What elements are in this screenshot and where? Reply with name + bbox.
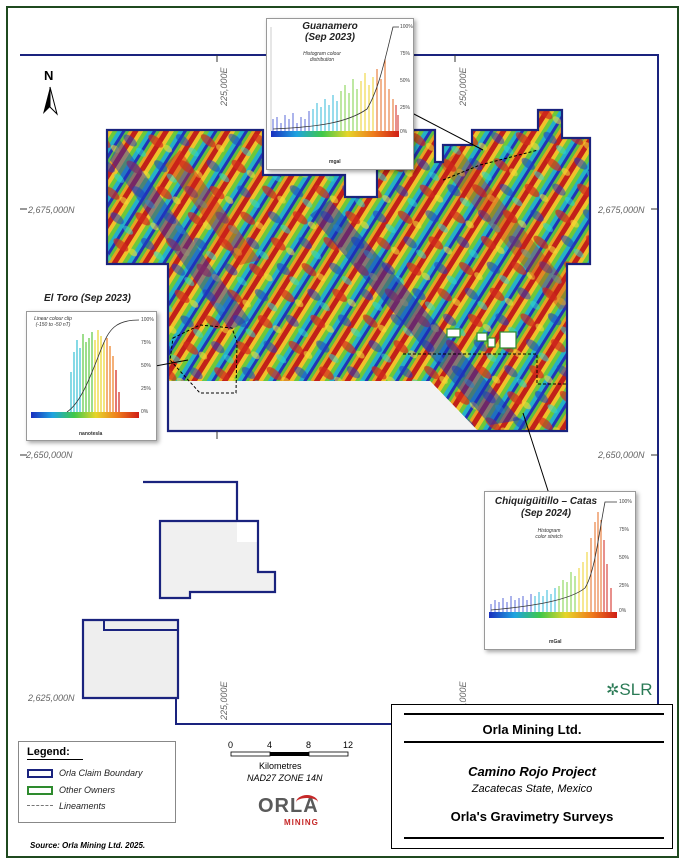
legend-title: Legend:: [27, 746, 70, 758]
legend-divider: [27, 759, 83, 760]
legend: Legend: Orla Claim Boundary Other Owners…: [18, 741, 176, 823]
pct-label: 100%: [619, 499, 632, 505]
pct-label: 75%: [141, 340, 152, 346]
northing-label: 2,650,000N: [598, 450, 645, 460]
pct-label: 0%: [400, 129, 408, 135]
scale-bar-graphic: [230, 751, 349, 757]
hillshade-area-main: [168, 381, 478, 431]
inset-subtitle: (Sep 2023): [304, 32, 356, 43]
legend-item-lineaments: Lineaments: [59, 801, 106, 811]
scale-tick: 12: [343, 740, 354, 750]
easting-label: 250,000E: [458, 67, 468, 106]
title-block-rule: [404, 837, 664, 839]
inset-note: Linear colour clip (-150 to -50 nT): [34, 316, 72, 328]
northing-label: 2,625,000N: [28, 693, 75, 703]
inset-chiqui: Chiquigüitillo – Catas (Sep 2024) Histog…: [484, 491, 636, 650]
pct-label: 25%: [400, 105, 411, 111]
other-owner-parcel: [499, 331, 517, 349]
pct-label: 75%: [400, 51, 411, 57]
unit-label: mGal: [549, 639, 562, 645]
scale-datum: NAD27 ZONE 14N: [247, 773, 323, 783]
figure-frame: [6, 6, 679, 858]
scale-bar: 0 4 8 12 Kilometres NAD27 ZONE 14N: [228, 740, 359, 800]
inset-eltoro-title: El Toro (Sep 2023): [44, 293, 131, 304]
pct-label: 50%: [619, 555, 630, 561]
hillshade-area-south-2: [83, 620, 178, 698]
hillshade-area-south-1: [160, 521, 275, 598]
scale-tick: 4: [267, 740, 273, 750]
grid-ticks: [20, 55, 658, 456]
inset-title: Guanamero: [302, 21, 358, 32]
slr-icon: ✲: [606, 682, 620, 699]
histogram-chart: [489, 501, 617, 618]
unit-label: mgal: [329, 159, 341, 165]
legend-item-claim: Orla Claim Boundary: [59, 768, 143, 778]
easting-label: 225,000E: [219, 681, 229, 720]
orla-claim-boundary-southwest: [81, 618, 180, 700]
unit-label: nanotesla: [79, 431, 103, 437]
survey-outline-chiqui: [403, 353, 567, 385]
leader-line-guanamero: [411, 112, 484, 151]
inset-note: Histogram color stretch: [535, 528, 563, 540]
orla-mining-logo: ORLA MINING: [258, 793, 330, 833]
pct-label: 50%: [400, 78, 411, 84]
pct-label: 25%: [619, 583, 630, 589]
slr-logo: ✲SLR: [606, 680, 652, 700]
inset-eltoro: Linear colour clip (-150 to -50 nT) 100%…: [26, 311, 157, 441]
pct-label: 50%: [141, 363, 152, 369]
scale-tick: 8: [306, 740, 312, 750]
leader-line-chiqui: [522, 412, 551, 498]
scale-tick: 0: [228, 740, 234, 750]
survey-outline-eltoro: [169, 324, 238, 394]
inset-note: Histogram colour distribution: [303, 51, 341, 63]
pct-label: 75%: [619, 527, 630, 533]
orla-logo-mining: MINING: [284, 818, 319, 827]
pct-label: 0%: [141, 409, 149, 415]
pct-label: 0%: [619, 608, 627, 614]
northing-label: 2,675,000N: [28, 205, 75, 215]
slr-text: SLR: [619, 680, 653, 699]
title-block-rule: [404, 741, 664, 743]
orla-claim-boundary-south: [143, 480, 277, 600]
north-arrow-icon: [43, 86, 58, 116]
inset-guanamero: Guanamero (Sep 2023) Histogram colour di…: [266, 18, 414, 170]
other-owner-parcel: [446, 328, 461, 338]
pct-label: 100%: [141, 317, 154, 323]
inset-title: Chiquigüitillo – Catas: [494, 496, 598, 507]
orla-claim-boundary-north: [105, 108, 592, 433]
other-owner-parcel: [476, 332, 488, 342]
histogram-chart: [270, 26, 399, 137]
north-label: N: [44, 68, 54, 83]
source-note: Source: Orla Mining Ltd. 2025.: [30, 841, 146, 850]
easting-label: 225,000E: [219, 67, 229, 106]
other-owner-parcel: [487, 337, 496, 348]
northing-label: 2,675,000N: [598, 205, 645, 215]
orla-logo-swoosh: [296, 795, 318, 810]
pct-label: 25%: [141, 386, 152, 392]
scale-unit: Kilometres: [259, 761, 302, 771]
inset-subtitle: (Sep 2024): [520, 508, 572, 519]
claim-boundary-swatch: [27, 769, 53, 778]
company-name: Orla Mining Ltd.: [482, 722, 582, 737]
title-block-rule: [404, 713, 664, 715]
histogram-chart: [31, 319, 140, 418]
figure-title: Orla's Gravimetry Surveys: [450, 809, 614, 824]
title-block: Orla Mining Ltd. Camino Rojo Project Zac…: [391, 704, 673, 849]
legend-item-other: Other Owners: [59, 785, 116, 795]
project-location: Zacatecas State, Mexico: [471, 783, 593, 795]
northing-label: 2,650,000N: [26, 450, 73, 460]
lineament-swatch: [27, 805, 53, 806]
pct-label: 100%: [400, 24, 413, 30]
other-owners-swatch: [27, 786, 53, 795]
project-name: Camino Rojo Project: [468, 764, 596, 779]
